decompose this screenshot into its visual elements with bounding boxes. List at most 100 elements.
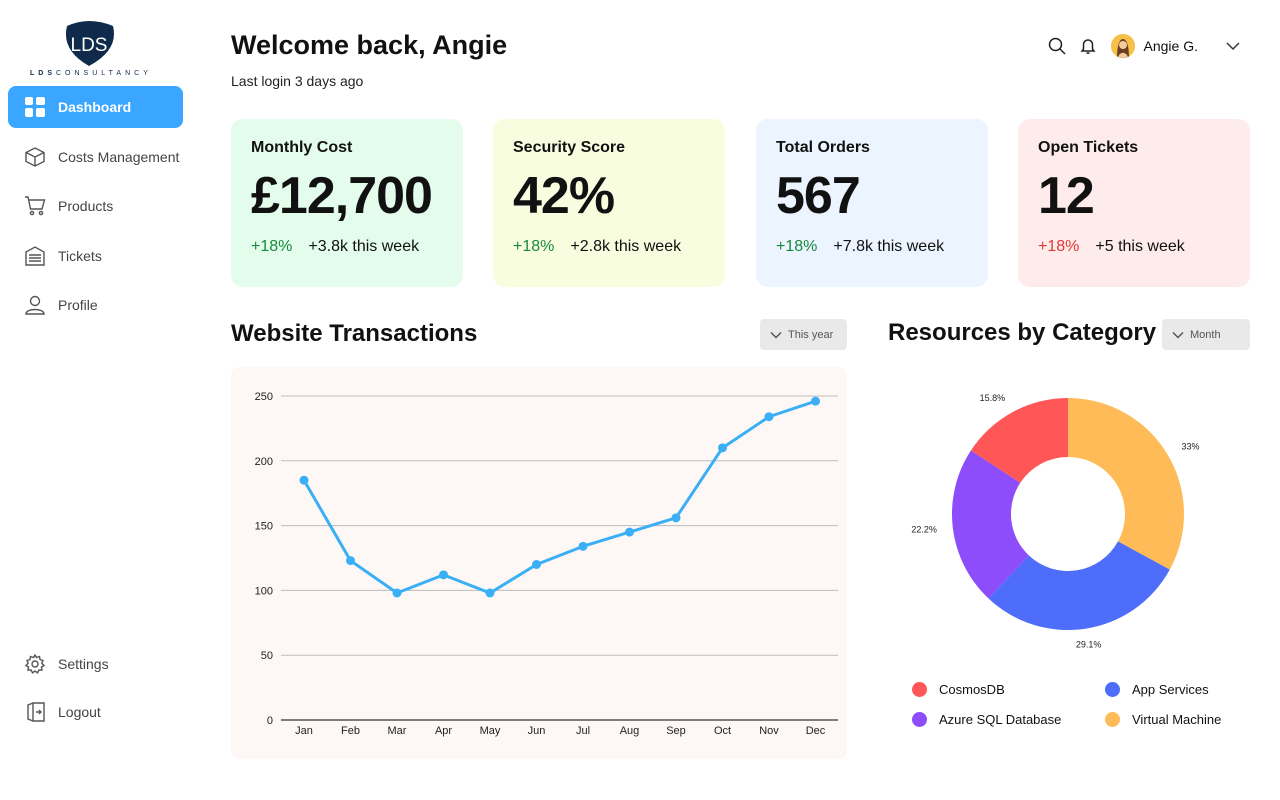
x-tick-label: Aug	[620, 725, 640, 737]
sidebar-item-dashboard[interactable]: Dashboard	[8, 86, 183, 128]
legend-swatch	[1105, 682, 1120, 697]
y-tick-label: 250	[255, 391, 273, 403]
sidebar-item-label: Dashboard	[58, 99, 132, 115]
sidebar-bottom-nav: Settings Logout	[8, 643, 183, 739]
x-tick-label: Jan	[295, 725, 313, 737]
legend-swatch	[912, 682, 927, 697]
chevron-down-icon	[770, 331, 782, 339]
x-tick-label: Feb	[341, 725, 360, 737]
resources-period-value: Month	[1190, 328, 1221, 341]
data-point[interactable]	[671, 513, 681, 523]
chevron-down-icon[interactable]	[1226, 41, 1240, 51]
stat-card-open-tickets: Open Tickets 12 +18% +5 this week	[1018, 119, 1250, 287]
data-point[interactable]	[718, 443, 727, 453]
data-point[interactable]	[346, 556, 355, 566]
stat-card-security-score: Security Score 42% +18% +2.8k this week	[493, 119, 725, 287]
card-title: Security Score	[513, 139, 626, 156]
gear-icon	[24, 653, 46, 675]
slice-label: 15.8%	[980, 393, 1006, 403]
data-point[interactable]	[811, 396, 820, 406]
legend-swatch	[912, 712, 927, 727]
sidebar-item-label: Tickets	[58, 247, 102, 264]
sidebar-item-label: Logout	[58, 704, 101, 720]
page-title: Welcome back, Angie	[231, 30, 508, 60]
sidebar-item-tickets[interactable]: Tickets	[8, 235, 183, 277]
sidebar-item-label: Products	[58, 198, 114, 214]
x-tick-label: May	[480, 725, 501, 737]
donut-slice[interactable]	[988, 541, 1170, 630]
logo-text-bold: LDS	[30, 70, 56, 77]
y-tick-label: 50	[261, 650, 273, 662]
x-tick-label: Oct	[714, 725, 731, 737]
bell-icon[interactable]	[1077, 35, 1099, 57]
logo-text: LDSCONSULTANCY	[30, 70, 150, 77]
card-title: Monthly Cost	[251, 139, 353, 156]
sidebar-item-label: Costs Management	[58, 148, 180, 165]
card-delta: +18%	[776, 237, 818, 255]
data-point[interactable]	[392, 588, 402, 598]
y-tick-label: 100	[255, 585, 273, 597]
slice-label: 29.1%	[1076, 639, 1102, 649]
user-name[interactable]: Angie G.	[1143, 38, 1198, 54]
legend-label: Virtual Machine	[1132, 712, 1222, 727]
sidebar-item-settings[interactable]: Settings	[8, 643, 183, 685]
transactions-line-chart: 0 50 100 150 200 250 Jan Feb Mar Apr May Jun Jul Aug S…	[255, 391, 838, 737]
grid-icon	[24, 96, 46, 118]
legend-label: Azure SQL Database	[939, 712, 1062, 727]
sidebar-item-products[interactable]: Products	[8, 185, 183, 227]
card-delta: +18%	[251, 237, 293, 255]
logo-text-light: CONSULTANCY	[56, 70, 152, 77]
y-tick-label: 0	[267, 715, 273, 727]
x-tick-label: Mar	[388, 725, 407, 737]
chevron-down-icon	[1172, 331, 1184, 339]
y-tick-label: 150	[255, 521, 273, 533]
data-point[interactable]	[485, 588, 495, 598]
series-line	[302, 399, 816, 595]
x-tick-label: Jun	[528, 725, 546, 737]
card-value: 12	[1038, 167, 1095, 225]
x-tick-label: Sep	[666, 725, 686, 737]
donut-slice[interactable]	[1068, 398, 1184, 570]
data-point[interactable]	[532, 559, 541, 569]
card-value: £12,700	[251, 167, 433, 225]
data-point[interactable]	[625, 527, 634, 537]
data-point[interactable]	[764, 412, 774, 422]
card-footer: +18% +5 this week	[1038, 238, 1230, 256]
transactions-title: Website Transactions	[231, 320, 478, 347]
card-delta: +18%	[513, 237, 555, 255]
transactions-period-select[interactable]: This year	[760, 319, 847, 350]
data-point[interactable]	[578, 541, 588, 551]
sidebar-item-profile[interactable]: Profile	[8, 284, 183, 326]
logout-icon	[24, 701, 46, 723]
brand-logo: LDS LDSCONSULTANCY	[30, 20, 150, 80]
legend-item-app-services: App Services	[1105, 682, 1209, 697]
slice-label: 33%	[1182, 442, 1200, 452]
avatar[interactable]	[1110, 34, 1135, 58]
data-point[interactable]	[299, 475, 309, 485]
legend-item-cosmosdb: CosmosDB	[912, 682, 1005, 697]
search-icon[interactable]	[1046, 35, 1068, 57]
x-tick-label: Apr	[435, 725, 452, 737]
card-note: +7.8k this week	[833, 237, 945, 255]
legend-swatch	[1105, 712, 1120, 727]
card-note: +2.8k this week	[570, 237, 682, 255]
data-point[interactable]	[439, 570, 448, 580]
card-note: +3.8k this week	[308, 237, 420, 255]
card-footer: +18% +3.8k this week	[251, 238, 443, 256]
donut-slice[interactable]	[952, 450, 1029, 599]
transactions-period-value: This year	[788, 328, 834, 341]
sidebar-item-logout[interactable]: Logout	[8, 691, 183, 733]
y-tick-label: 200	[255, 456, 273, 468]
stat-card-monthly-cost: Monthly Cost £12,700 +18% +3.8k this week	[231, 119, 463, 287]
resources-period-select[interactable]: Month	[1162, 319, 1250, 350]
x-tick-label: Nov	[759, 725, 779, 737]
logo-badge-text: LDS	[71, 35, 108, 56]
card-footer: +18% +2.8k this week	[513, 238, 705, 256]
x-tick-label: Jul	[576, 725, 590, 737]
card-footer: +18% +7.8k this week	[776, 238, 968, 256]
x-tick-label: Dec	[806, 725, 826, 737]
legend-item-azure-sql-database: Azure SQL Database	[912, 712, 1061, 727]
sidebar-item-costs-management[interactable]: Costs Management	[8, 136, 183, 178]
donut-slice[interactable]	[970, 398, 1068, 483]
resources-donut-chart: 33% 29.1% 22.2% 15.8%	[911, 393, 1200, 649]
